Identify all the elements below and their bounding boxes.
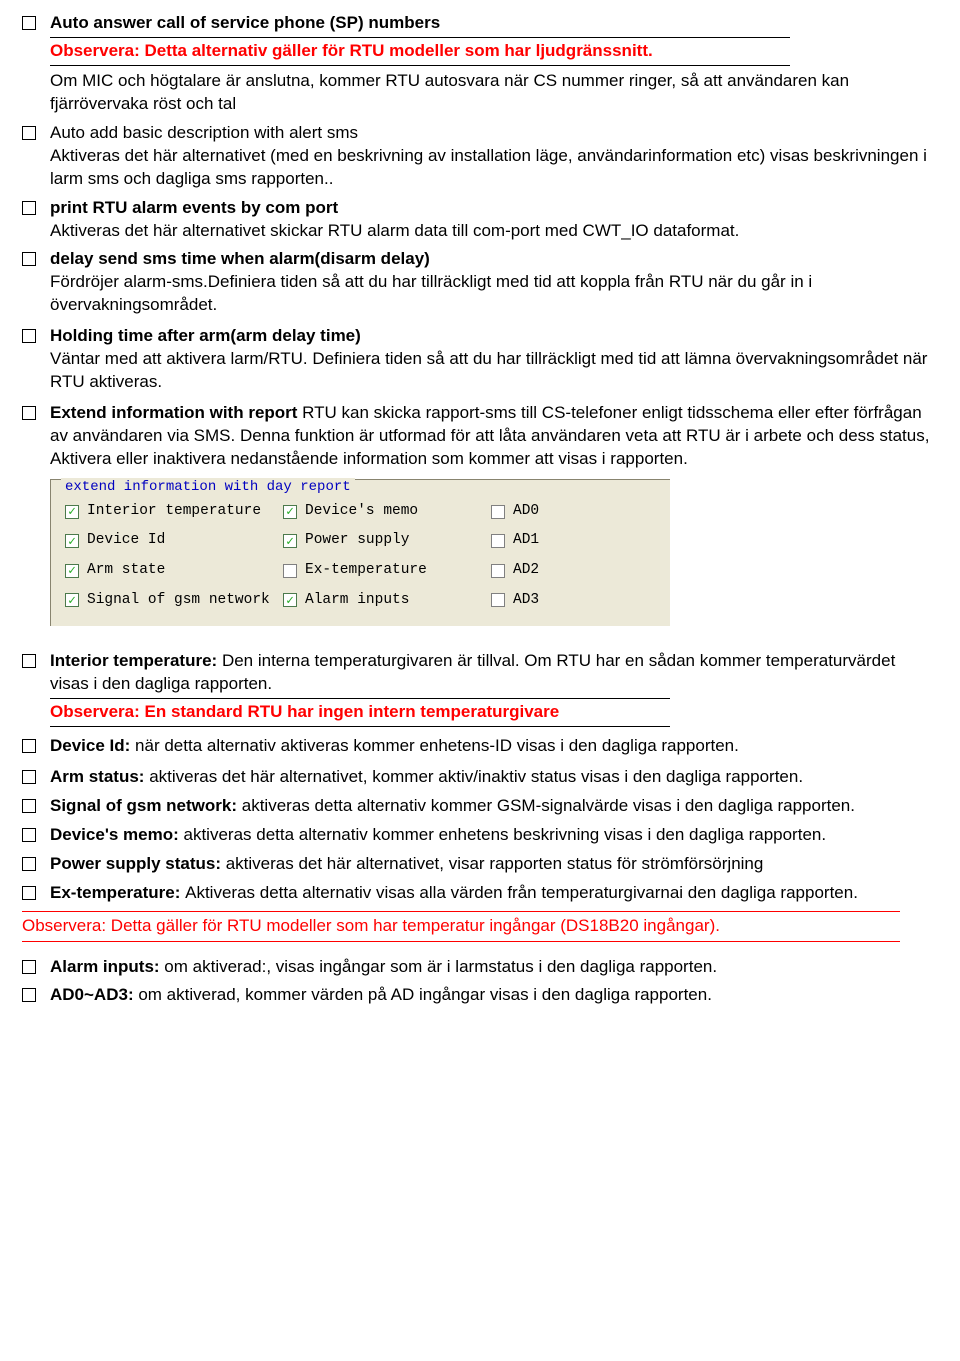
- option-desc: när detta alternativ aktiveras kommer en…: [135, 736, 739, 755]
- option-title: AD0~AD3:: [50, 985, 138, 1004]
- option-title: Signal of gsm network:: [50, 796, 242, 815]
- option-desc: Aktiveras det här alternativet (med en b…: [50, 145, 938, 191]
- panel-checkbox-item[interactable]: ✓ Interior temperature: [65, 502, 275, 522]
- checkbox-icon[interactable]: ✓: [491, 593, 505, 607]
- option-title: print RTU alarm events by com port: [50, 197, 938, 220]
- checkbox-icon[interactable]: ✓: [491, 505, 505, 519]
- option-interior-temp: Interior temperature: Den interna temper…: [22, 650, 938, 729]
- checkbox-icon[interactable]: ✓: [283, 593, 297, 607]
- panel-checkbox-label: Arm state: [87, 561, 165, 581]
- checkbox-icon: [22, 799, 36, 813]
- panel-checkbox-label: Device Id: [87, 531, 165, 551]
- checkbox-icon: [22, 960, 36, 974]
- checkbox-icon: [22, 886, 36, 900]
- option-memo: Device's memo: aktiveras detta alternati…: [22, 824, 938, 847]
- option-title: Device's memo:: [50, 825, 184, 844]
- option-desc: Aktiveras detta alternativ visas alla vä…: [185, 883, 858, 902]
- panel-checkbox-item[interactable]: ✓ Arm state: [65, 561, 275, 581]
- panel-checkbox-label: Interior temperature: [87, 502, 261, 522]
- option-signal: Signal of gsm network: aktiveras detta a…: [22, 795, 938, 818]
- option-holding: Holding time after arm(arm delay time) V…: [22, 325, 938, 394]
- option-desc: Väntar med att aktivera larm/RTU. Defini…: [50, 348, 938, 394]
- option-device-id: Device Id: när detta alternativ aktivera…: [22, 735, 938, 758]
- checkbox-icon[interactable]: ✓: [65, 564, 79, 578]
- checkbox-icon: [22, 329, 36, 343]
- checkbox-icon: [22, 406, 36, 420]
- checkbox-icon: [22, 988, 36, 1002]
- option-print-rtu: print RTU alarm events by com port Aktiv…: [22, 197, 938, 243]
- checkbox-icon: [22, 828, 36, 842]
- panel-checkbox-label: Ex-temperature: [305, 561, 427, 581]
- checkbox-icon[interactable]: ✓: [283, 505, 297, 519]
- extend-info-panel: extend information with day report ✓ Inte…: [50, 479, 670, 626]
- panel-checkbox-item[interactable]: ✓ AD0: [491, 502, 611, 522]
- panel-title: extend information with day report: [61, 478, 355, 497]
- panel-checkbox-label: AD2: [513, 561, 539, 581]
- checkbox-icon: [22, 770, 36, 784]
- option-delay-send: delay send sms time when alarm(disarm de…: [22, 248, 938, 317]
- panel-checkbox-label: AD0: [513, 502, 539, 522]
- panel-checkbox-item[interactable]: ✓ Device's memo: [283, 502, 483, 522]
- option-alarm-inputs: Alarm inputs: om aktiverad:, visas ingån…: [22, 956, 938, 979]
- option-title: Auto add basic description with alert sm…: [50, 122, 938, 145]
- checkbox-icon[interactable]: ✓: [65, 505, 79, 519]
- option-title: Interior temperature:: [50, 651, 222, 670]
- bottom-note: Observera: Detta gäller för RTU modeller…: [22, 915, 938, 938]
- option-desc: Aktiveras det här alternativet skickar R…: [50, 220, 938, 243]
- checkbox-icon: [22, 252, 36, 266]
- option-note: Observera: Detta alternativ gäller för R…: [50, 40, 938, 63]
- checkbox-icon: [22, 126, 36, 140]
- panel-checkbox-item[interactable]: ✓ AD2: [491, 561, 611, 581]
- panel-checkbox-item[interactable]: ✓ AD3: [491, 591, 611, 611]
- checkbox-icon: [22, 201, 36, 215]
- option-arm-status: Arm status: aktiveras det här alternativ…: [22, 766, 938, 789]
- panel-checkbox-item[interactable]: ✓ Alarm inputs: [283, 591, 483, 611]
- checkbox-icon[interactable]: ✓: [283, 534, 297, 548]
- option-power: Power supply status: aktiveras det här a…: [22, 853, 938, 876]
- checkbox-icon: [22, 654, 36, 668]
- option-title: Ex-temperature:: [50, 883, 185, 902]
- option-title: delay send sms time when alarm(disarm de…: [50, 248, 938, 271]
- option-desc: Fördröjer alarm-sms.Definiera tiden så a…: [50, 271, 938, 317]
- option-extemp: Ex-temperature: Aktiveras detta alternat…: [22, 882, 938, 905]
- option-extend: Extend information with report RTU kan s…: [22, 402, 938, 471]
- checkbox-icon: [22, 16, 36, 30]
- panel-checkbox-label: Alarm inputs: [305, 591, 409, 611]
- panel-checkbox-item[interactable]: ✓ Signal of gsm network: [65, 591, 275, 611]
- panel-checkbox-label: Device's memo: [305, 502, 418, 522]
- panel-checkbox-item[interactable]: ✓ Ex-temperature: [283, 561, 483, 581]
- checkbox-icon[interactable]: ✓: [491, 564, 505, 578]
- option-title: Device Id:: [50, 736, 135, 755]
- panel-checkbox-item[interactable]: ✓ AD1: [491, 531, 611, 551]
- checkbox-icon: [22, 857, 36, 871]
- option-title: Auto answer call of service phone (SP) n…: [50, 12, 938, 35]
- option-desc: Om MIC och högtalare är anslutna, kommer…: [50, 70, 938, 116]
- panel-checkbox-label: Signal of gsm network: [87, 591, 270, 611]
- option-title: Alarm inputs:: [50, 957, 164, 976]
- panel-checkbox-label: AD3: [513, 591, 539, 611]
- panel-checkbox-item[interactable]: ✓ Power supply: [283, 531, 483, 551]
- panel-checkbox-label: Power supply: [305, 531, 409, 551]
- option-title: Extend information with report: [50, 403, 302, 422]
- panel-checkbox-item[interactable]: ✓ Device Id: [65, 531, 275, 551]
- option-desc: aktiveras detta alternativ kommer GSM-si…: [242, 796, 855, 815]
- checkbox-icon: [22, 739, 36, 753]
- checkbox-icon[interactable]: ✓: [283, 564, 297, 578]
- option-desc: aktiveras detta alternativ kommer enhete…: [184, 825, 827, 844]
- checkbox-icon[interactable]: ✓: [491, 534, 505, 548]
- option-title: Arm status:: [50, 767, 149, 786]
- option-title: Holding time after arm(arm delay time): [50, 325, 938, 348]
- option-ad0ad3: AD0~AD3: om aktiverad, kommer värden på …: [22, 984, 938, 1007]
- panel-checkbox-label: AD1: [513, 531, 539, 551]
- option-desc: om aktiverad, kommer värden på AD ingång…: [138, 985, 712, 1004]
- option-desc: aktiveras det här alternativet, visar ra…: [226, 854, 764, 873]
- checkbox-icon[interactable]: ✓: [65, 534, 79, 548]
- option-note: Observera: En standard RTU har ingen int…: [50, 701, 938, 724]
- option-desc: om aktiverad:, visas ingångar som är i l…: [164, 957, 717, 976]
- option-auto-answer: Auto answer call of service phone (SP) n…: [22, 12, 938, 116]
- checkbox-icon[interactable]: ✓: [65, 593, 79, 607]
- option-auto-add: Auto add basic description with alert sm…: [22, 122, 938, 191]
- option-title: Power supply status:: [50, 854, 226, 873]
- option-desc: aktiveras det här alternativet, kommer a…: [149, 767, 803, 786]
